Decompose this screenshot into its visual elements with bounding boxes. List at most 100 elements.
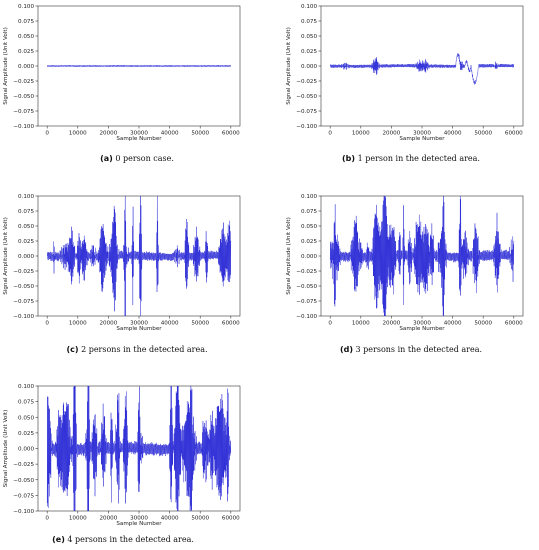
signal-series-line xyxy=(329,195,515,317)
y-tick-label: 0.000 xyxy=(18,447,34,453)
y-axis-label: Signal Amplitude (Unit Volt) xyxy=(3,217,9,295)
x-tick-label: 10000 xyxy=(69,321,87,327)
caption-letter: (e) xyxy=(52,535,65,544)
x-tick-label: 10000 xyxy=(69,516,87,522)
x-tick-label: 30000 xyxy=(130,321,148,327)
signal-series-line xyxy=(329,53,515,85)
x-axis-label: Sample Number xyxy=(399,136,445,142)
y-tick-label: 0.075 xyxy=(18,209,34,215)
x-tick-label: 10000 xyxy=(352,321,370,327)
caption-text: 2 persons in the detected area. xyxy=(81,345,208,354)
x-tick-label: 20000 xyxy=(99,131,117,137)
y-axis-label: Signal Amplitude (Unit Volt) xyxy=(3,27,9,105)
x-tick-label: 0 xyxy=(45,516,49,522)
caption-letter: (a) xyxy=(100,154,113,163)
y-tick-label: 0.050 xyxy=(301,224,317,230)
y-tick-label: 0.100 xyxy=(301,4,317,10)
x-tick-label: 40000 xyxy=(444,321,462,327)
y-tick-label: 0.025 xyxy=(301,49,317,55)
chart-svg-e: −0.100 −0.075 −0.050 −0.025 0.000 0.025 0.050 0… xyxy=(3,384,241,527)
y-tick-label: −0.075 xyxy=(13,493,34,499)
y-tick-label: −0.025 xyxy=(13,79,34,85)
y-axis-label: Signal Amplitude (Unit Volt) xyxy=(286,217,292,295)
chart-svg-d: −0.100 −0.075 −0.050 −0.025 0.000 0.025 0.050 0… xyxy=(286,194,524,332)
y-tick-label: −0.075 xyxy=(13,109,34,115)
x-tick-label: 0 xyxy=(328,131,332,137)
y-axis-label: Signal Amplitude (Unit Volt) xyxy=(286,27,292,105)
y-tick-label: −0.025 xyxy=(13,269,34,275)
caption-text: 4 persons in the detected area. xyxy=(67,535,194,544)
x-tick-label: 50000 xyxy=(474,321,492,327)
y-tick-label: −0.050 xyxy=(13,478,34,484)
x-tick-label: 30000 xyxy=(130,131,148,137)
x-tick-label: 20000 xyxy=(99,321,117,327)
y-tick-label: 0.000 xyxy=(301,64,317,70)
x-tick-label: 40000 xyxy=(161,131,179,137)
y-tick-label: 0.100 xyxy=(18,4,34,10)
y-tick-label: 0.025 xyxy=(301,239,317,245)
chart-panel-c: −0.100 −0.075 −0.050 −0.025 0.000 0.025 0.050 0… xyxy=(0,190,250,332)
y-tick-label: −0.100 xyxy=(13,314,34,320)
x-tick-label: 40000 xyxy=(161,516,179,522)
x-tick-label: 20000 xyxy=(382,321,400,327)
x-tick-label: 30000 xyxy=(130,516,148,522)
caption-letter: (b) xyxy=(342,154,356,163)
caption-letter: (d) xyxy=(339,345,353,354)
x-tick-label: 50000 xyxy=(191,321,209,327)
y-tick-label: 0.050 xyxy=(301,34,317,40)
x-tick-label: 50000 xyxy=(191,516,209,522)
x-tick-label: 60000 xyxy=(505,131,523,137)
signal-series-line xyxy=(46,195,232,317)
x-axis-label: Sample Number xyxy=(399,326,445,332)
chart-svg-b: −0.100 −0.075 −0.050 −0.025 0.000 0.025 0.050 0… xyxy=(286,4,524,142)
y-tick-label: −0.100 xyxy=(296,124,317,130)
y-tick-label: 0.075 xyxy=(18,19,34,25)
y-tick-label: 0.000 xyxy=(301,254,317,260)
y-tick-label: −0.050 xyxy=(296,284,317,290)
x-tick-label: 10000 xyxy=(352,131,370,137)
caption-e: (e) 4 persons in the detected area. xyxy=(0,535,246,544)
x-axis-label: Sample Number xyxy=(116,326,162,332)
y-tick-label: −0.075 xyxy=(13,299,34,305)
x-tick-label: 40000 xyxy=(444,131,462,137)
x-tick-label: 0 xyxy=(45,131,49,137)
x-tick-label: 60000 xyxy=(222,516,240,522)
y-tick-label: −0.100 xyxy=(296,314,317,320)
chart-svg-c: −0.100 −0.075 −0.050 −0.025 0.000 0.025 0.050 0… xyxy=(3,194,241,332)
y-tick-label: 0.100 xyxy=(18,384,34,390)
y-tick-label: 0.000 xyxy=(18,64,34,70)
y-tick-label: −0.100 xyxy=(13,509,34,515)
y-tick-label: −0.050 xyxy=(296,94,317,100)
y-tick-label: 0.000 xyxy=(18,254,34,260)
y-tick-label: −0.025 xyxy=(296,269,317,275)
y-tick-label: 0.075 xyxy=(18,400,34,406)
y-axis-label: Signal Amplitude (Unit Volt) xyxy=(3,410,9,488)
caption-text: 3 persons in the detected area. xyxy=(355,345,483,354)
caption-b: (b) 1 person in the detected area. xyxy=(283,154,539,163)
y-tick-label: −0.100 xyxy=(13,124,34,130)
y-tick-label: 0.100 xyxy=(301,194,317,200)
signal-series-line xyxy=(46,64,232,68)
x-tick-label: 60000 xyxy=(222,321,240,327)
y-tick-label: −0.050 xyxy=(13,94,34,100)
y-tick-label: 0.025 xyxy=(18,431,34,437)
y-tick-label: −0.075 xyxy=(296,299,317,305)
caption-a: (a) 0 person case. xyxy=(0,154,274,163)
x-axis-label: Sample Number xyxy=(116,136,162,142)
caption-text: 1 person in the detected area. xyxy=(357,154,480,163)
x-tick-label: 50000 xyxy=(474,131,492,137)
y-tick-label: −0.025 xyxy=(13,462,34,468)
x-tick-label: 20000 xyxy=(99,516,117,522)
x-tick-label: 10000 xyxy=(69,131,87,137)
x-tick-label: 20000 xyxy=(382,131,400,137)
chart-panel-b: −0.100 −0.075 −0.050 −0.025 0.000 0.025 0.050 0… xyxy=(283,0,533,142)
y-tick-label: 0.050 xyxy=(18,415,34,421)
caption-letter: (c) xyxy=(66,345,79,354)
y-tick-label: −0.050 xyxy=(13,284,34,290)
y-tick-label: 0.100 xyxy=(18,194,34,200)
y-tick-label: −0.025 xyxy=(296,79,317,85)
chart-panel-e: −0.100 −0.075 −0.050 −0.025 0.000 0.025 0.050 0… xyxy=(0,380,250,527)
x-axis-label: Sample Number xyxy=(116,521,162,527)
y-tick-label: 0.075 xyxy=(301,209,317,215)
x-tick-label: 60000 xyxy=(505,321,523,327)
